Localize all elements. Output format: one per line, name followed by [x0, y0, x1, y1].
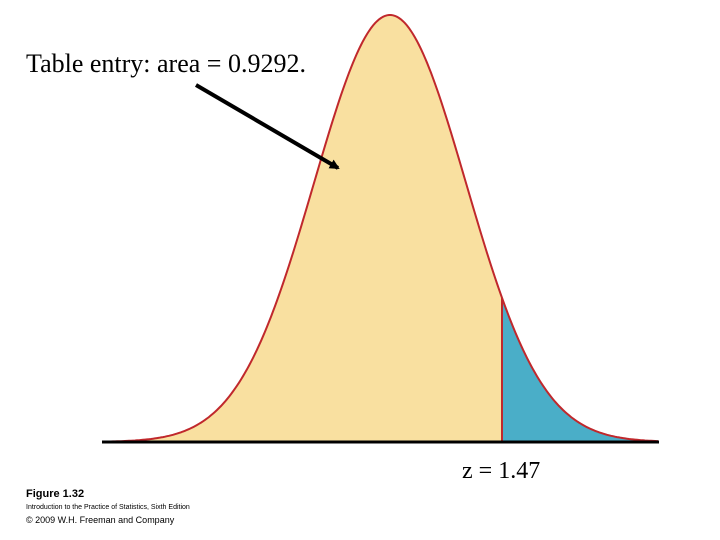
- normal-curve: [102, 14, 658, 443]
- shaded-area-right: [502, 297, 658, 442]
- z-label: z = 1.47: [462, 458, 540, 484]
- shaded-area-left: [103, 15, 502, 442]
- figure-number: Figure 1.32: [26, 488, 84, 500]
- arrow: [194, 83, 340, 170]
- copyright: © 2009 W.H. Freeman and Company: [26, 515, 175, 525]
- book-title: Introduction to the Practice of Statisti…: [26, 504, 190, 511]
- annotation: Table entry: area = 0.9292.: [26, 49, 306, 78]
